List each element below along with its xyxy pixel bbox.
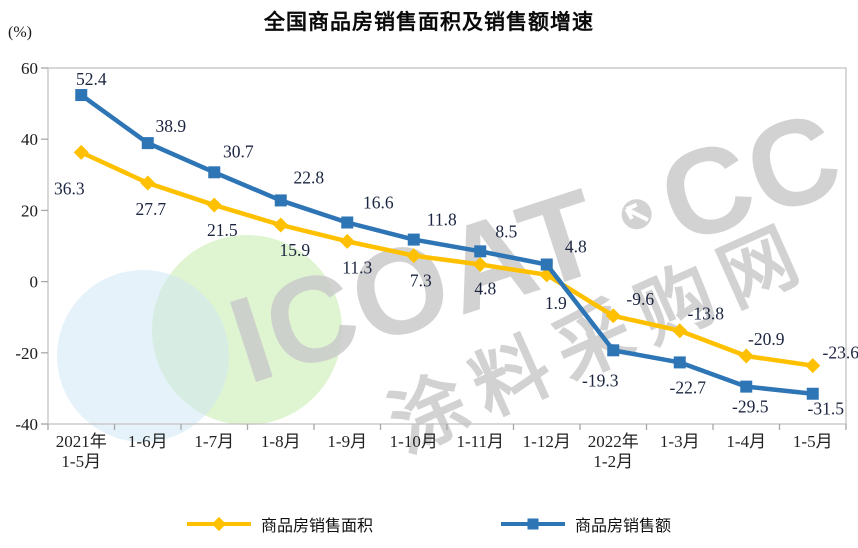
x-axis-category-label: 1-8月 (261, 432, 301, 451)
y-axis-tick-label: -20 (15, 344, 38, 363)
data-label: 7.3 (410, 271, 432, 291)
y-axis-tick-label: 20 (21, 201, 38, 220)
data-label: -19.3 (582, 370, 619, 390)
data-label: 16.6 (363, 193, 394, 213)
data-label: -23.6 (823, 343, 858, 363)
x-axis-category-label: 1-7月 (194, 432, 234, 451)
data-label: 38.9 (155, 116, 186, 136)
data-label: 1.9 (545, 293, 567, 313)
square-marker-icon (806, 387, 819, 400)
square-marker-icon (540, 258, 553, 271)
data-label: -31.5 (808, 399, 845, 419)
data-label: 27.7 (135, 199, 166, 219)
chart-title: 全国商品房销售面积及销售额增速 (264, 11, 594, 34)
square-marker-icon (740, 380, 753, 393)
legend-line-blue (501, 518, 565, 530)
square-marker-icon (607, 344, 620, 357)
legend-label-sales-amount: 商品房销售额 (575, 518, 672, 535)
series-line-sales-area (79, 150, 815, 368)
diamond-marker-icon (140, 175, 156, 191)
data-label: 11.8 (427, 210, 457, 230)
watermark-arrow-icon (624, 202, 649, 222)
legend-line-yellow (186, 516, 251, 532)
data-label: 30.7 (223, 141, 254, 161)
data-label: -22.7 (670, 377, 707, 397)
y-axis-tick-label: 0 (30, 273, 39, 292)
data-label: 11.3 (342, 257, 372, 277)
data-label: 52.4 (76, 69, 107, 89)
x-axis-category-label: 1-11月 (456, 432, 504, 451)
y-axis-tick-label: 40 (21, 130, 38, 149)
square-marker-icon (208, 166, 221, 179)
square-marker-icon (341, 216, 354, 229)
diamond-marker-icon (273, 217, 289, 233)
y-axis-unit-label: (%) (8, 24, 32, 41)
blue-blob-decoration (57, 270, 229, 442)
x-axis-category-label: 1-9月 (327, 432, 367, 451)
legend-label-sales-area: 商品房销售面积 (260, 518, 373, 535)
diamond-marker-icon (738, 348, 754, 364)
x-axis-category-label: 2021年 1-5月 (56, 432, 107, 471)
x-axis-category-label: 1-4月 (726, 432, 766, 451)
data-label: 36.3 (54, 178, 85, 198)
diamond-marker-icon (805, 358, 821, 374)
data-label: 22.8 (293, 167, 324, 187)
x-axis-category-label: 2022年 1-2月 (588, 432, 639, 471)
data-label: -13.8 (688, 304, 725, 324)
square-marker-icon (673, 356, 686, 369)
data-label: -20.9 (748, 329, 785, 349)
square-marker-icon (75, 89, 88, 102)
x-axis-category-label: 1-6月 (128, 432, 168, 451)
legend-item-sales-area: 商品房销售面积 (186, 512, 373, 536)
data-label: 4.8 (565, 237, 587, 257)
data-label: 21.5 (207, 220, 238, 240)
legend-item-sales-amount: 商品房销售额 (501, 512, 671, 536)
chart-legend: 商品房销售面积 商品房销售额 (0, 508, 858, 540)
square-marker-icon (141, 137, 154, 150)
y-axis-tick-label: 60 (21, 59, 38, 78)
square-marker-icon (527, 518, 539, 530)
data-label: 15.9 (279, 240, 310, 260)
data-label: -9.6 (626, 289, 654, 309)
series-line-sales-amount (79, 92, 815, 396)
data-label: -29.5 (732, 397, 769, 417)
diamond-marker-icon (73, 144, 89, 160)
data-label: 4.8 (474, 279, 496, 299)
square-marker-icon (274, 194, 287, 207)
data-label: 8.5 (495, 221, 517, 241)
y-axis-tick-label: -40 (15, 415, 38, 434)
x-axis-category-label: 1-5月 (793, 432, 833, 451)
square-marker-icon (474, 245, 487, 258)
x-axis-category-label: 1-10月 (390, 432, 438, 451)
diamond-marker-icon (211, 516, 227, 532)
x-axis-category-label: 1-12月 (523, 432, 571, 451)
x-axis-category-label: 1-3月 (660, 432, 700, 451)
square-marker-icon (407, 233, 420, 246)
diamond-marker-icon (206, 197, 222, 213)
